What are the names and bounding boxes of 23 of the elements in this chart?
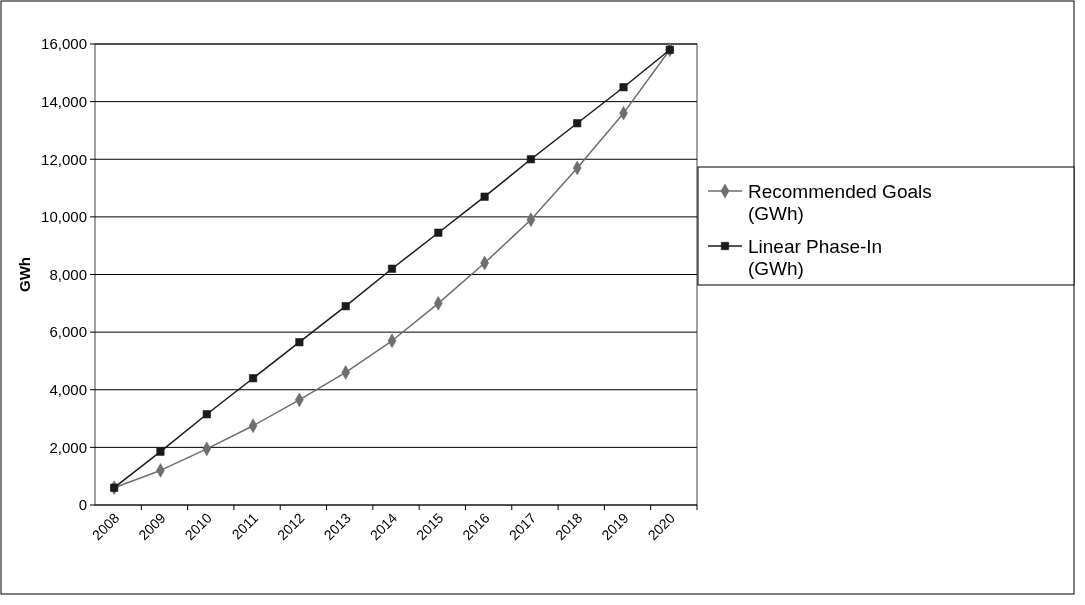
point xyxy=(434,228,443,237)
y-tick-label: 2,000 xyxy=(49,438,87,456)
point xyxy=(573,119,582,128)
point xyxy=(341,302,350,311)
point xyxy=(295,338,304,347)
y-tick-label: 0 xyxy=(78,496,87,514)
legend-label: Recommended Goals (GWh) xyxy=(748,180,932,225)
point xyxy=(480,192,489,201)
y-tick-label: 14,000 xyxy=(41,92,87,110)
point xyxy=(619,83,628,92)
y-tick-label: 12,000 xyxy=(41,150,87,168)
legend-label: Linear Phase-In (GWh) xyxy=(748,235,883,280)
point xyxy=(526,155,535,164)
point xyxy=(156,447,165,456)
y-tick-label: 4,000 xyxy=(49,381,87,398)
y-tick-label: 16,000 xyxy=(41,35,87,53)
y-axis-title: GWh xyxy=(16,257,33,292)
point xyxy=(202,410,211,419)
y-tick-label: 8,000 xyxy=(49,265,87,283)
point xyxy=(387,264,397,273)
y-tick-label: 6,000 xyxy=(49,323,87,341)
point xyxy=(249,374,258,383)
y-tick-label: 10,000 xyxy=(41,208,87,226)
